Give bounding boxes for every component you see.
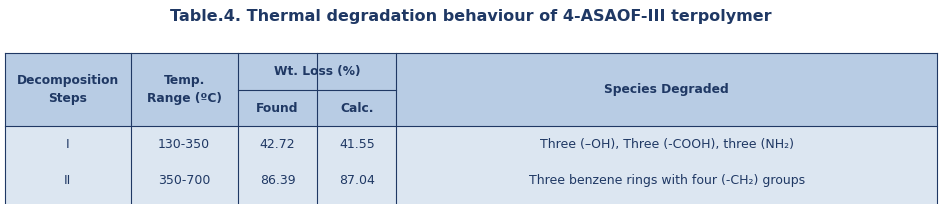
Text: 130-350: 130-350 (158, 138, 210, 151)
Text: 41.55: 41.55 (339, 138, 375, 151)
Text: 42.72: 42.72 (260, 138, 295, 151)
Text: 87.04: 87.04 (339, 174, 375, 186)
Text: I: I (66, 138, 70, 151)
Text: Table.4. Thermal degradation behaviour of 4-ASAOF-III terpolymer: Table.4. Thermal degradation behaviour o… (171, 9, 771, 24)
Text: Found: Found (256, 102, 299, 115)
Text: Calc.: Calc. (340, 102, 374, 115)
Bar (5, 53, 937, 126)
Text: Wt. Loss (%): Wt. Loss (%) (274, 65, 361, 78)
Text: 350-700: 350-700 (158, 174, 210, 186)
Text: II: II (64, 174, 72, 186)
Text: Three benzene rings with four (-CH₂) groups: Three benzene rings with four (-CH₂) gro… (528, 174, 804, 186)
Text: Species Degraded: Species Degraded (605, 83, 729, 96)
Bar (5, 53, 937, 204)
Text: Three (–OH), Three (-COOH), three (NH₂): Three (–OH), Three (-COOH), three (NH₂) (540, 138, 794, 151)
Text: 86.39: 86.39 (260, 174, 295, 186)
Text: Temp.
Range (ºC): Temp. Range (ºC) (147, 74, 221, 105)
Text: Decomposition
Steps: Decomposition Steps (17, 74, 119, 105)
